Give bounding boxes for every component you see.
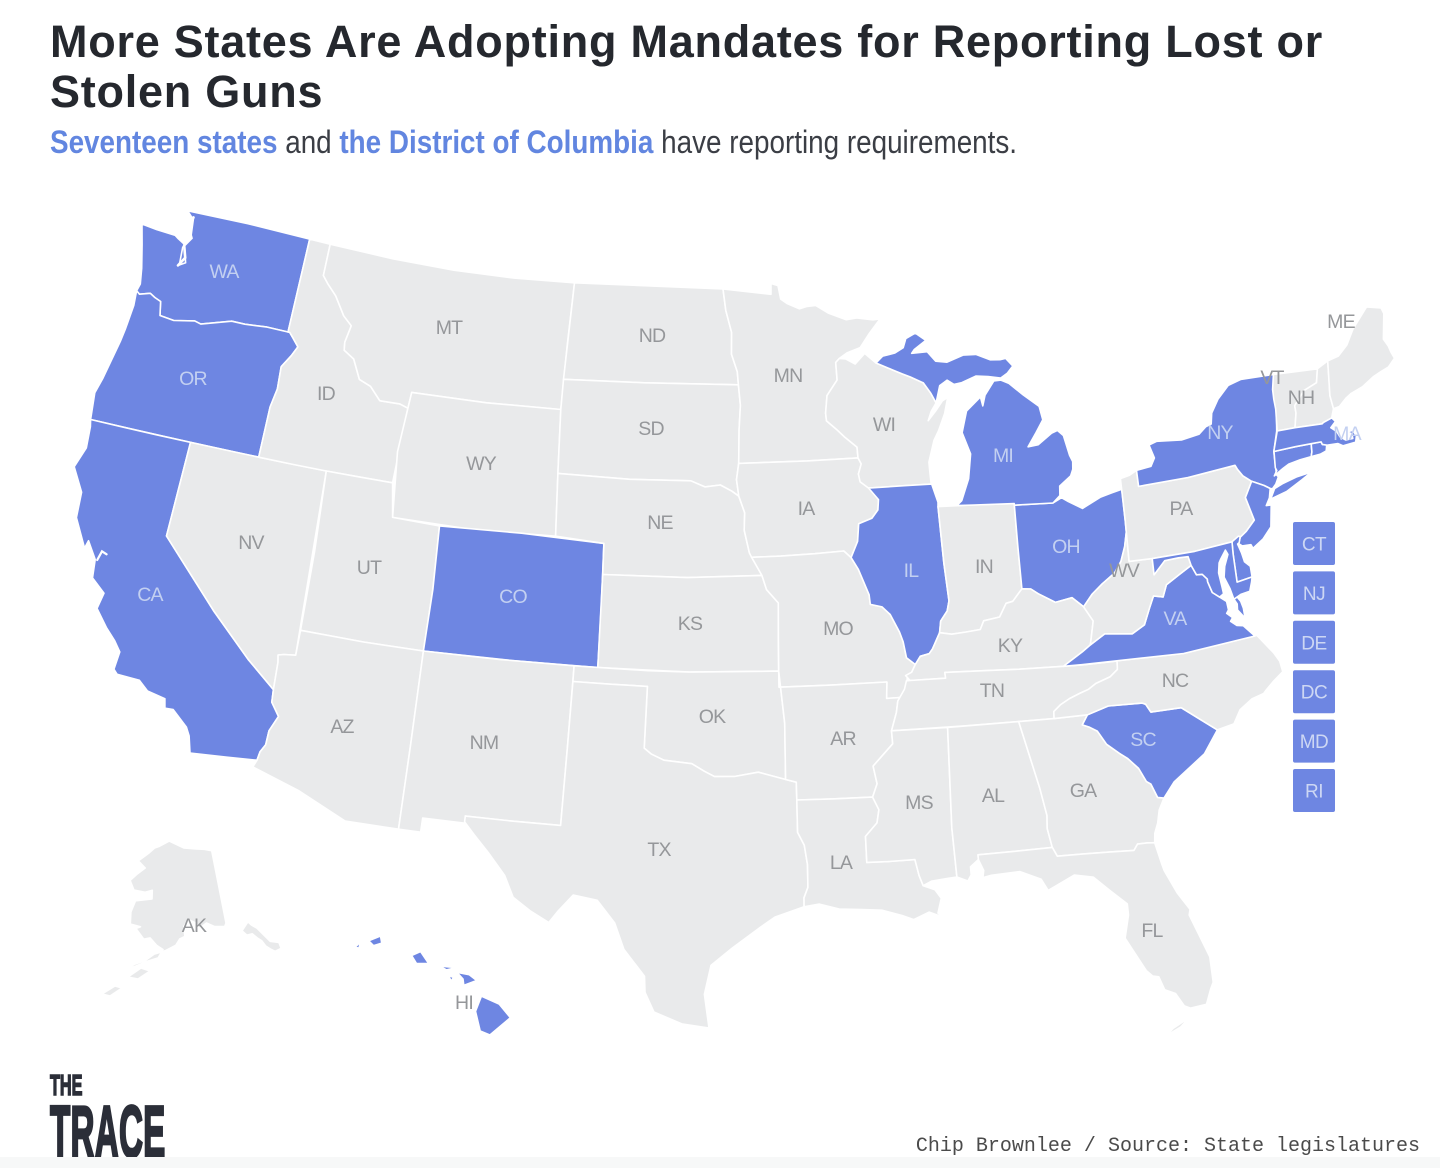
svg-text:WV: WV	[1109, 560, 1140, 582]
svg-text:OK: OK	[699, 706, 726, 728]
svg-text:HI: HI	[455, 992, 473, 1014]
svg-text:MA: MA	[1333, 423, 1361, 445]
svg-text:MN: MN	[774, 365, 803, 387]
svg-text:ND: ND	[639, 325, 666, 347]
svg-text:IA: IA	[798, 498, 816, 520]
svg-text:NM: NM	[470, 732, 499, 754]
svg-text:VA: VA	[1164, 608, 1188, 630]
svg-text:KS: KS	[678, 613, 703, 635]
svg-text:CA: CA	[137, 584, 163, 606]
svg-text:AL: AL	[982, 785, 1005, 807]
svg-text:DE: DE	[1301, 633, 1326, 654]
svg-text:DC: DC	[1301, 683, 1327, 704]
svg-text:MT: MT	[436, 317, 463, 339]
svg-text:GA: GA	[1070, 780, 1097, 802]
svg-text:WI: WI	[873, 414, 895, 436]
svg-text:PA: PA	[1170, 498, 1194, 520]
svg-text:NH: NH	[1288, 387, 1315, 409]
svg-text:AK: AK	[182, 915, 207, 937]
svg-text:WY: WY	[466, 453, 497, 475]
svg-text:AR: AR	[830, 728, 856, 750]
svg-text:NV: NV	[238, 532, 264, 554]
svg-text:CO: CO	[499, 586, 527, 608]
svg-text:IN: IN	[975, 556, 993, 578]
svg-text:ID: ID	[317, 383, 336, 405]
svg-text:NC: NC	[1162, 670, 1189, 692]
svg-text:OR: OR	[179, 368, 207, 390]
svg-text:KY: KY	[998, 635, 1023, 657]
svg-text:CT: CT	[1302, 535, 1327, 556]
svg-text:VT: VT	[1260, 367, 1284, 389]
svg-text:TN: TN	[980, 680, 1004, 702]
svg-text:OH: OH	[1052, 536, 1080, 558]
svg-text:MI: MI	[993, 445, 1013, 467]
svg-text:TX: TX	[647, 839, 671, 861]
svg-text:MS: MS	[905, 792, 933, 814]
svg-text:IL: IL	[904, 560, 920, 582]
svg-text:SD: SD	[638, 418, 664, 440]
svg-text:NJ: NJ	[1303, 584, 1325, 605]
svg-text:WA: WA	[209, 261, 239, 283]
svg-text:MO: MO	[823, 618, 853, 640]
svg-text:MD: MD	[1300, 732, 1329, 753]
svg-text:RI: RI	[1305, 782, 1323, 803]
svg-text:UT: UT	[357, 557, 382, 579]
svg-text:FL: FL	[1141, 920, 1163, 942]
svg-text:NE: NE	[647, 512, 673, 534]
svg-text:AZ: AZ	[330, 716, 354, 738]
svg-text:NY: NY	[1207, 422, 1233, 444]
svg-text:LA: LA	[830, 852, 853, 874]
svg-text:ME: ME	[1327, 311, 1355, 333]
svg-text:SC: SC	[1130, 729, 1156, 751]
